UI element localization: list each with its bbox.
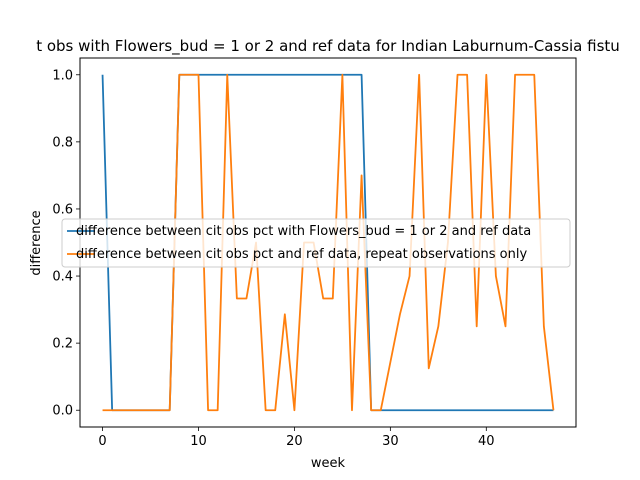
y-tick-label: 0.4 [52, 270, 73, 285]
y-tick-label: 0.0 [52, 404, 73, 419]
y-axis-label: difference [29, 210, 44, 275]
series-line-2 [102, 73, 555, 412]
x-tick-label: 10 [190, 434, 207, 449]
y-tick-label: 1.0 [52, 68, 73, 83]
y-tick-label: 0.2 [52, 337, 73, 352]
ticks-layer: 0 10 20 30 40 0.0 0.2 0.4 0.6 0.8 1.0 [52, 68, 494, 449]
chart-title: t obs with Flowers_bud = 1 or 2 and ref … [36, 37, 620, 56]
x-tick-label: 30 [382, 434, 399, 449]
x-tick-label: 20 [286, 434, 303, 449]
x-tick-label: 40 [478, 434, 495, 449]
y-tick-label: 0.8 [52, 135, 73, 150]
legend-label-series-2: difference between cit obs pct and ref d… [76, 247, 527, 262]
x-axis-label: week [311, 456, 346, 471]
x-tick-label: 0 [98, 434, 106, 449]
y-tick-label: 0.6 [52, 202, 73, 217]
legend-label-series-1: difference between cit obs pct with Flow… [76, 224, 531, 239]
legend-box [61, 218, 571, 268]
series-layer [101, 73, 555, 412]
legend: difference between cit obs pct with Flow… [61, 218, 571, 268]
